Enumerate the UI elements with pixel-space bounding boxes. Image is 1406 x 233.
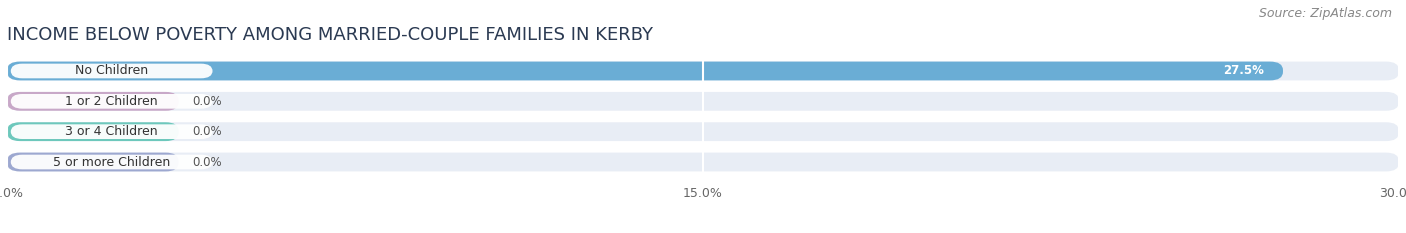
FancyBboxPatch shape — [11, 94, 212, 109]
FancyBboxPatch shape — [11, 124, 212, 139]
Text: No Children: No Children — [75, 65, 148, 78]
Text: 3 or 4 Children: 3 or 4 Children — [65, 125, 157, 138]
FancyBboxPatch shape — [7, 122, 1399, 141]
FancyBboxPatch shape — [11, 64, 212, 78]
Text: 27.5%: 27.5% — [1223, 65, 1264, 78]
FancyBboxPatch shape — [7, 153, 179, 171]
FancyBboxPatch shape — [11, 155, 212, 169]
Text: 5 or more Children: 5 or more Children — [53, 155, 170, 168]
FancyBboxPatch shape — [7, 122, 179, 141]
FancyBboxPatch shape — [7, 62, 1284, 80]
Text: Source: ZipAtlas.com: Source: ZipAtlas.com — [1258, 7, 1392, 20]
Text: 0.0%: 0.0% — [193, 95, 222, 108]
FancyBboxPatch shape — [7, 92, 1399, 111]
Text: 0.0%: 0.0% — [193, 125, 222, 138]
FancyBboxPatch shape — [7, 62, 1399, 80]
FancyBboxPatch shape — [7, 153, 1399, 171]
Text: INCOME BELOW POVERTY AMONG MARRIED-COUPLE FAMILIES IN KERBY: INCOME BELOW POVERTY AMONG MARRIED-COUPL… — [7, 26, 652, 44]
Text: 1 or 2 Children: 1 or 2 Children — [65, 95, 157, 108]
FancyBboxPatch shape — [7, 92, 179, 111]
Text: 0.0%: 0.0% — [193, 155, 222, 168]
